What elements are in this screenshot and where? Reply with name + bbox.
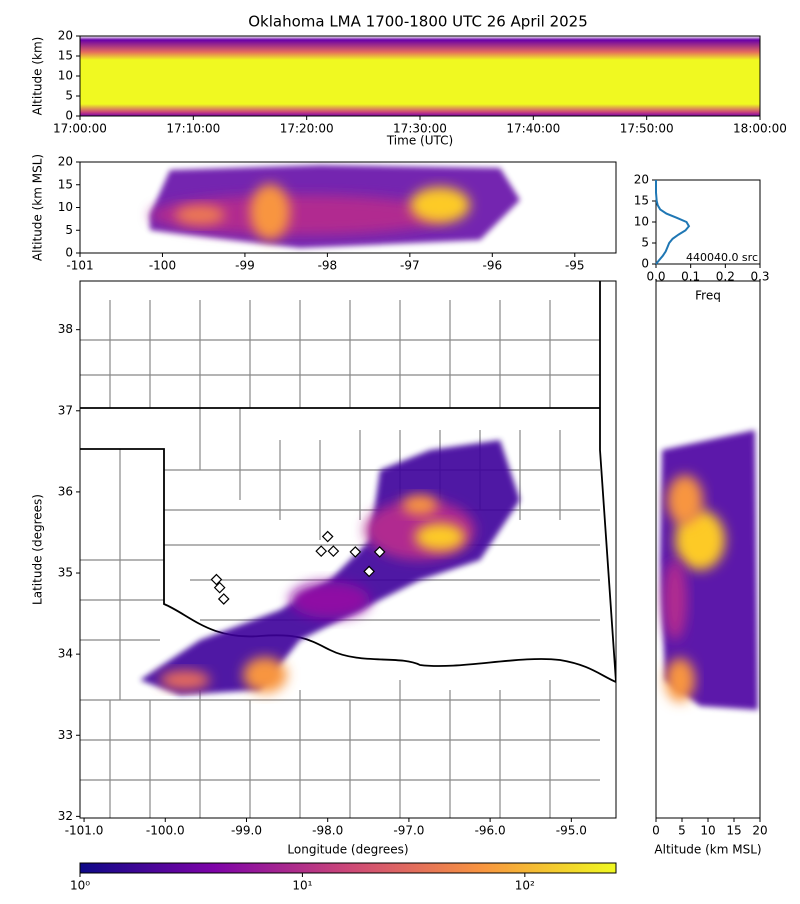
x-axis-label: Longitude (degrees) [287, 843, 408, 857]
y-tick-label: 10 [58, 200, 73, 214]
x-axis-label: Altitude (km MSL) [654, 843, 761, 857]
y-tick-label: 5 [65, 223, 73, 237]
y-tick-label: 15 [634, 194, 649, 208]
x-tick-label: -97.0 [393, 824, 424, 838]
station [315, 545, 328, 557]
y-tick-label: 10 [58, 69, 73, 83]
y-tick-label: 34 [58, 647, 73, 661]
y-tick-label: 0 [65, 246, 73, 260]
y-tick-label: 10 [634, 215, 649, 229]
x-tick-label: 0 [652, 824, 660, 838]
y-tick-label: 0 [641, 257, 649, 271]
x-tick-label: 0.1 [681, 270, 700, 284]
x-tick-label: -96.0 [475, 824, 506, 838]
x-tick-label: -95 [565, 259, 585, 273]
x-tick-label: -98 [318, 259, 338, 273]
frequency-line [655, 180, 691, 265]
x-tick-label: 20 [752, 824, 767, 838]
station [363, 565, 375, 578]
colorbar [79, 862, 617, 874]
station [213, 581, 226, 594]
x-tick-label: 0.0 [646, 270, 665, 284]
x-tick-label: 5 [678, 824, 686, 838]
x-tick-label: 17:10:00 [166, 122, 220, 136]
x-tick-label: 17:30:00 [393, 122, 447, 136]
x-tick-label: -95.0 [556, 824, 587, 838]
density-image [150, 165, 520, 248]
x-tick-label: 18:00:00 [733, 122, 787, 136]
x-tick-label: 10 [700, 824, 715, 838]
x-tick-label: -101 [66, 259, 93, 273]
station [349, 546, 362, 558]
x-axis-label: Freq [695, 289, 721, 303]
y-tick-label: 20 [58, 155, 73, 169]
y-tick-label: 5 [65, 89, 73, 103]
y-axis-label: Altitude (km) [31, 37, 45, 116]
y-axis-label: Altitude (km MSL) [31, 154, 45, 261]
x-tick-label: -99.0 [231, 824, 262, 838]
x-tick-label: -97 [400, 259, 420, 273]
y-tick-label: 36 [58, 484, 73, 498]
x-tick-label: 17:40:00 [506, 122, 560, 136]
station [373, 546, 386, 558]
y-tick-label: 5 [641, 236, 649, 250]
y-tick-label: 37 [58, 403, 73, 417]
y-tick-label: 15 [58, 177, 73, 191]
x-tick-label: 0.2 [716, 270, 735, 284]
station [321, 530, 334, 543]
y-tick-label: 32 [58, 809, 73, 823]
x-tick-label: 15 [726, 824, 741, 838]
x-tick-label: -99 [235, 259, 255, 273]
x-tick-label: -96 [483, 259, 503, 273]
x-tick-label: -101.0 [65, 824, 104, 838]
axes-frame [79, 280, 617, 819]
x-tick-label: 10² [515, 879, 535, 893]
x-axis-label: Time (UTC) [386, 134, 453, 148]
chart-title: Oklahoma LMA 1700-1800 UTC 26 April 2025 [248, 13, 588, 31]
x-tick-label: 0.3 [750, 270, 769, 284]
x-tick-label: -100.0 [146, 824, 185, 838]
density-image [140, 440, 520, 695]
x-tick-label: 17:00:00 [53, 122, 107, 136]
density-image [660, 430, 758, 710]
y-tick-label: 35 [58, 566, 73, 580]
density-image [80, 36, 760, 116]
station [217, 593, 230, 605]
y-axis-label: Latitude (degrees) [31, 494, 45, 605]
y-tick-label: 0 [65, 109, 73, 123]
x-tick-label: 10⁰ [70, 879, 90, 893]
station [327, 545, 340, 557]
x-tick-label: -98.0 [312, 824, 343, 838]
station [210, 573, 223, 586]
map-borders [80, 281, 616, 818]
x-tick-label: 17:50:00 [620, 122, 674, 136]
x-tick-label: 17:20:00 [280, 122, 334, 136]
y-tick-label: 33 [58, 728, 73, 742]
y-tick-label: 20 [634, 173, 649, 187]
x-tick-label: -100 [149, 259, 176, 273]
y-tick-label: 15 [58, 49, 73, 63]
y-tick-label: 20 [58, 29, 73, 43]
x-tick-label: 10¹ [292, 879, 312, 893]
annotation: 440040.0 src [686, 251, 758, 264]
y-tick-label: 38 [58, 322, 73, 336]
